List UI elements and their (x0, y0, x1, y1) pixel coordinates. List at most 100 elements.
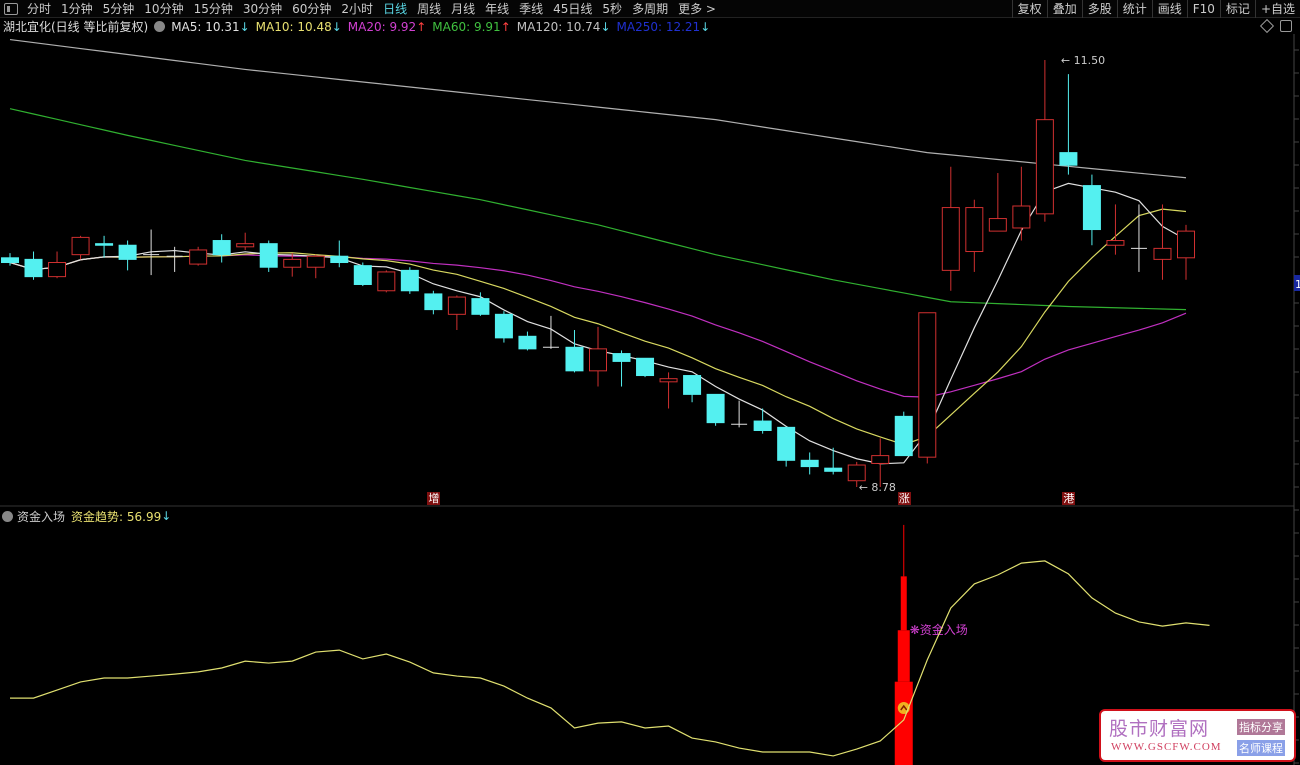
toolbar-button[interactable]: F10 (1186, 0, 1220, 18)
candle-down (1082, 185, 1101, 231)
period-tab[interactable]: 多周期 (632, 1, 669, 16)
candle-up (871, 455, 890, 464)
candle-down (800, 459, 819, 468)
period-tab[interactable]: 1分钟 (61, 1, 93, 16)
candle-up (1177, 230, 1195, 259)
ma-legend-item: MA60: 9.91 (432, 19, 501, 34)
candle-up (941, 207, 960, 271)
stock-title: 湖北宜化(日线 等比前复权) (3, 20, 149, 34)
candle-up (236, 243, 255, 248)
period-tab[interactable]: 2小时 (341, 1, 374, 16)
candle-up (589, 348, 607, 372)
signal-bar (900, 576, 907, 631)
trend-line (10, 560, 1210, 757)
panel-toggle-icon[interactable] (1280, 20, 1292, 32)
sub-legend: 资金入场 资金趋势: 56.99 ↓ (2, 508, 171, 524)
candle-up (447, 296, 466, 315)
toolbar-button[interactable]: 画线 (1151, 0, 1187, 18)
period-tab[interactable]: 30分钟 (242, 1, 283, 16)
candle-down (24, 258, 43, 278)
candle-up (283, 258, 302, 268)
panel-toggle-icon[interactable] (4, 2, 18, 15)
candle-up (1106, 240, 1125, 246)
watermark-tag: 指标分享 (1237, 719, 1285, 735)
current-price-tag (1294, 275, 1300, 291)
down-arrow-icon: ↓ (161, 509, 172, 523)
candle-down (400, 269, 419, 292)
ma-legend-item: MA120: 10.74 (516, 19, 601, 34)
candle-down (471, 298, 490, 315)
trend-arrow-icon: ↓ (700, 19, 711, 34)
period-tab[interactable]: 10分钟 (144, 1, 184, 16)
signal-marker: 港 (1062, 492, 1076, 505)
signal-label: ❋资金入场 (910, 622, 968, 637)
toolbar-button[interactable]: 标记 (1219, 0, 1255, 18)
candle-up (1035, 119, 1054, 215)
period-tab[interactable]: 5分钟 (102, 1, 135, 16)
period-tab[interactable]: 分时 (27, 1, 52, 16)
watermark-tag: 名师课程 (1237, 740, 1285, 756)
candle-up (965, 207, 984, 253)
toolbar-button[interactable]: 统计 (1116, 0, 1152, 18)
toolbar-button[interactable]: 叠加 (1046, 0, 1082, 18)
candle-down (353, 265, 372, 285)
candle-up (1153, 247, 1172, 260)
candle-down (118, 244, 137, 260)
watermark-url: WWW.GSCFW.COM (1111, 741, 1222, 753)
ma-legend-item: MA20: 9.92 (347, 19, 417, 34)
signal-marker: 涨 (897, 492, 911, 505)
candle-down (1, 257, 19, 264)
candle-up (189, 249, 208, 265)
trend-arrow-icon: ↓ (600, 19, 611, 34)
signal-bar (897, 630, 910, 682)
toolbar: 分时 1分钟 5分钟 10分钟 15分钟 30分钟 60分钟 2小时 日线 周线 月线 年线 季线 45日… (0, 0, 1300, 18)
period-tab[interactable]: 15分钟 (193, 1, 233, 16)
period-tab[interactable]: 5秒 (602, 1, 623, 16)
trend-value: 资金趋势: 56.99 (71, 509, 162, 524)
trend-arrow-icon: ↑ (416, 19, 427, 34)
toolbar-button[interactable]: +自选 (1254, 0, 1300, 18)
trend-arrow-icon: ↓ (331, 19, 342, 34)
candle-up (659, 378, 678, 383)
period-tab[interactable]: 月线 (451, 1, 476, 16)
trend-arrow-icon: ↑ (500, 19, 511, 34)
candle-down (706, 393, 725, 424)
high-price-label: ← 11.50 (1061, 54, 1105, 67)
signal-bar (894, 681, 913, 765)
candle-up (377, 271, 396, 292)
candle-down (212, 240, 231, 256)
candle-up (988, 218, 1007, 232)
indicator-name: 资金入场 (17, 509, 66, 524)
period-tab[interactable]: 周线 (417, 1, 442, 16)
toolbar-button[interactable]: 多股 (1081, 0, 1117, 18)
candle-up (71, 236, 90, 256)
candle-down (636, 357, 655, 377)
collapse-icon[interactable] (2, 510, 13, 522)
candle-up (1012, 205, 1031, 229)
candle-down (259, 243, 278, 268)
candle-down (565, 346, 584, 372)
period-tab[interactable]: 60分钟 (292, 1, 332, 16)
candle-down (683, 375, 702, 395)
candle-down (777, 426, 796, 461)
candle-down (95, 243, 114, 246)
period-tab[interactable]: 日线 (383, 1, 408, 16)
signal-marker: 增 (427, 492, 441, 505)
candle-down (424, 293, 443, 311)
ma-legend-item: MA5: 10.31 (171, 19, 240, 34)
period-tab[interactable]: 更多 > (678, 1, 716, 16)
candle-up (918, 312, 937, 458)
main-legend: 湖北宜化(日线 等比前复权) MA5: 10.31 ↓ MA10: 10.48 ↓ MA… (0, 18, 716, 35)
settings-icon[interactable] (154, 21, 166, 32)
period-tab[interactable]: 季线 (519, 1, 544, 16)
period-tab[interactable]: 45日线 (553, 1, 593, 16)
candle-down (824, 467, 843, 472)
candle-down (330, 255, 349, 264)
trend-arrow-icon: ↓ (239, 19, 250, 34)
candle-down (612, 353, 631, 362)
toolbar-button[interactable]: 复权 (1011, 0, 1047, 18)
watermark-logo: 股市财富网 WWW.GSCFW.COM 指标分享 名师课程 (1099, 709, 1296, 762)
low-price-label: ← 8.78 (859, 481, 896, 494)
period-tab[interactable]: 年线 (485, 1, 510, 16)
